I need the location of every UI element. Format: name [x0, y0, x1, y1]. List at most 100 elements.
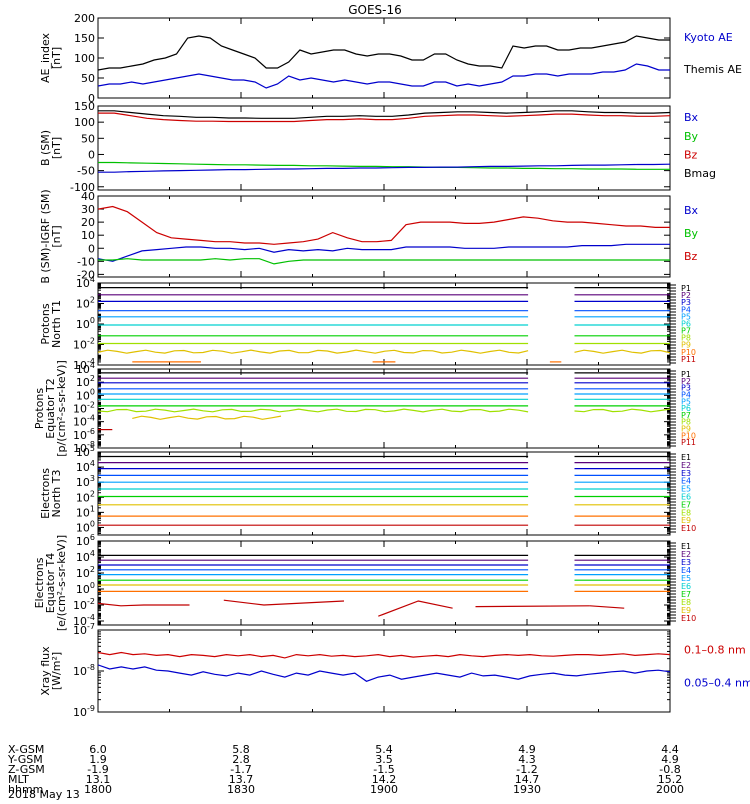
legend-entry: P6: [681, 404, 691, 413]
y-tick-label: -100: [70, 181, 95, 194]
y-tick-label: -50: [77, 165, 95, 178]
y-axis-label: B (SM)[nT]: [39, 130, 63, 166]
legend-entry: Bz: [684, 149, 698, 162]
legend-entry: E6: [681, 493, 691, 502]
x-axis-row-label: MLT: [8, 773, 29, 786]
panel-protons_t1: 10-4 10-2 100 102 104 ProtonsNorth T1 P1P2P3P4…: [39, 275, 696, 372]
y-axis-label: ElectronsNorth T3: [39, 468, 63, 519]
x-axis-value: 5.8: [232, 743, 250, 756]
y-tick-label: 0: [88, 148, 95, 161]
legend-bsm: Bx By Bz Bmag: [684, 111, 716, 180]
x-axis-value: -1.5: [373, 763, 394, 776]
x-axis-value: 4.4: [661, 743, 679, 756]
legend-entry: E1: [681, 453, 691, 462]
legend-entry: By: [684, 227, 699, 240]
y-tick-label: 10-2: [73, 337, 95, 352]
series-by: [98, 258, 670, 265]
legend-entry: P11: [681, 438, 696, 447]
y-axis-label: B (SM)-IGRF (SM)[nT]: [39, 189, 63, 283]
series-p8: [574, 408, 670, 413]
series-bmag: [98, 110, 670, 119]
x-axis-value: 1.9: [89, 753, 107, 766]
legend-entry: P4: [681, 390, 691, 399]
x-axis-row-label: X-GSM: [8, 743, 44, 756]
x-axis-value: 14.2: [372, 773, 397, 786]
legend-entry: E4: [681, 477, 691, 486]
panel-frame: [97, 368, 671, 449]
legend-entry: P10: [681, 431, 696, 440]
legend-entry: P5: [681, 312, 691, 321]
series-p9: [574, 349, 670, 354]
legend-entry: P6: [681, 319, 691, 328]
legend-entry: E10: [681, 524, 696, 533]
x-axis-value: -1.2: [516, 763, 537, 776]
legend-entry: Kyoto AE: [684, 31, 733, 44]
x-axis-value: 4.3: [518, 753, 536, 766]
series-by: [98, 161, 670, 170]
panel-protons_t2: 10-810-610-410-2100102104ProtonsEquator …: [33, 360, 696, 457]
x-axis-row-label: Y-GSM: [7, 753, 43, 766]
series-e9: [589, 605, 625, 609]
legend-entry: E8: [681, 598, 691, 607]
y-tick-label: 105: [76, 444, 95, 459]
y-tick-label: 104: [76, 549, 95, 564]
y-tick-label: 200: [74, 12, 95, 25]
date-label: 2018 May 13: [8, 788, 80, 800]
legend-entry: P10: [681, 348, 696, 357]
y-tick-label: 100: [76, 316, 95, 331]
legend-bigrf: Bx By Bz: [684, 204, 699, 263]
x-axis-value: 6.0: [89, 743, 107, 756]
x-axis-row-label: hhmm: [8, 783, 43, 796]
y-tick-label: 103: [76, 474, 95, 489]
y-tick-label: 100: [76, 519, 95, 534]
panel-frame: [97, 17, 671, 99]
legend-entry: P8: [681, 418, 691, 427]
series-e9: [475, 605, 590, 608]
series-group: [98, 651, 670, 682]
series-bz: [98, 205, 670, 245]
series-group: [98, 455, 670, 526]
legend-entry: Bmag: [684, 167, 716, 180]
y-axis-label: ElectronsEquator T4[e/(cm²-s-sr-keV)]: [33, 535, 68, 631]
x-axis-value: 2.8: [232, 753, 250, 766]
legend-entry: E4: [681, 566, 691, 575]
y-tick-label: 100: [76, 581, 95, 596]
legend-entry: P7: [681, 327, 691, 336]
y-tick-label: -10: [77, 255, 95, 268]
y-tick-label: 0: [88, 92, 95, 105]
series-group: [98, 110, 670, 173]
legend-entry: P1: [681, 370, 691, 379]
series-group: [98, 372, 670, 431]
legend-entry: P1: [681, 284, 691, 293]
y-tick-label: 50: [81, 72, 95, 85]
y-tick-label: 102: [76, 296, 95, 311]
legend-entry: P9: [681, 341, 691, 350]
y-tick-label: 10-9: [73, 704, 95, 719]
x-axis-value: 4.9: [518, 743, 536, 756]
series-group: [98, 35, 670, 89]
y-tick-label: 10-6: [73, 427, 95, 442]
y-tick-label: 104: [76, 459, 95, 474]
legend-entry: P3: [681, 298, 691, 307]
series-kyoto-ae: [98, 35, 670, 71]
y-tick-label: 10-2: [73, 401, 95, 416]
legend-entry: P2: [681, 377, 691, 386]
series-e9: [378, 600, 453, 617]
legend-entry: P9: [681, 425, 691, 434]
y-tick-label: 0: [88, 242, 95, 255]
x-axis-value: 4.9: [661, 753, 679, 766]
y-tick-label: 100: [74, 52, 95, 65]
legend-xray: 0.1–0.8 nm 0.05–0.4 nm: [684, 644, 750, 690]
series-p8: [98, 408, 529, 413]
y-axis-label: Xray flux[W/m²]: [39, 646, 63, 696]
legend-entry: E9: [681, 606, 691, 615]
y-tick-label: 102: [76, 374, 95, 389]
